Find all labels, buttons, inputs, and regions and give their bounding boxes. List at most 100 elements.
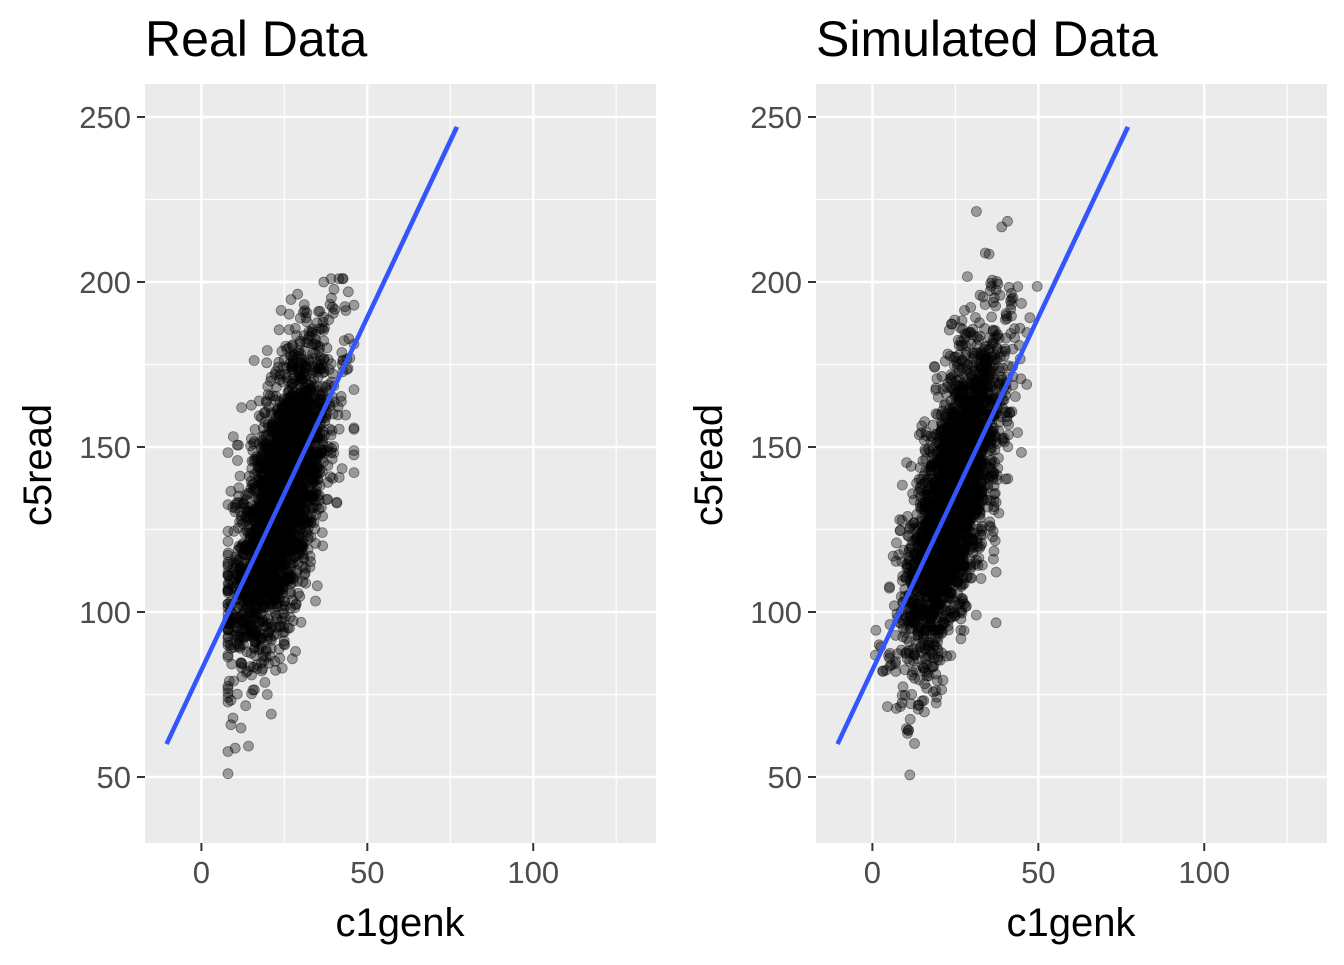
data-point xyxy=(992,475,1002,485)
data-point xyxy=(262,358,272,368)
data-point xyxy=(280,539,290,549)
data-point xyxy=(971,610,981,620)
data-point xyxy=(334,424,344,434)
data-point xyxy=(316,502,326,512)
data-point xyxy=(288,616,298,626)
data-point xyxy=(971,313,981,323)
data-point xyxy=(300,383,310,393)
y-tick-label: 50 xyxy=(97,760,131,795)
data-point xyxy=(319,448,329,458)
data-point xyxy=(291,599,301,609)
data-point xyxy=(279,444,289,454)
data-point xyxy=(230,552,240,562)
data-point xyxy=(246,476,256,486)
data-point xyxy=(317,528,327,538)
data-point xyxy=(233,456,243,466)
data-point xyxy=(326,274,336,284)
data-point xyxy=(274,357,284,367)
data-point xyxy=(333,410,343,420)
data-point xyxy=(259,485,269,495)
y-tick-label: 250 xyxy=(750,100,802,135)
data-point xyxy=(344,334,354,344)
data-point xyxy=(336,391,346,401)
data-point xyxy=(871,625,881,635)
data-point xyxy=(236,723,246,733)
data-point xyxy=(261,396,271,406)
data-point xyxy=(315,306,325,316)
data-point xyxy=(297,544,307,554)
data-point xyxy=(349,446,359,456)
data-point xyxy=(343,287,353,297)
data-point xyxy=(230,507,240,517)
data-point xyxy=(229,642,239,652)
data-point xyxy=(991,567,1001,577)
data-point xyxy=(226,486,236,496)
data-point xyxy=(263,631,273,641)
y-tick-label: 150 xyxy=(750,430,802,465)
data-point xyxy=(931,383,941,393)
data-point xyxy=(932,374,942,384)
data-point xyxy=(349,423,359,433)
data-point xyxy=(318,541,328,551)
data-point xyxy=(232,440,242,450)
data-point xyxy=(340,302,350,312)
data-point xyxy=(275,653,285,663)
data-point xyxy=(234,632,244,642)
data-point xyxy=(249,439,259,449)
data-point xyxy=(291,646,301,656)
data-point xyxy=(312,480,322,490)
data-point xyxy=(905,714,915,724)
x-tick-label: 50 xyxy=(1021,855,1055,890)
data-point xyxy=(293,492,303,502)
x-tick-label: 50 xyxy=(350,855,384,890)
data-point xyxy=(256,413,266,423)
x-tick-label: 100 xyxy=(1178,855,1230,890)
data-point xyxy=(311,334,321,344)
data-point xyxy=(226,720,236,730)
data-point xyxy=(233,523,243,533)
data-point xyxy=(265,588,275,598)
data-point xyxy=(984,249,994,259)
y-tick-label: 50 xyxy=(768,760,802,795)
data-point xyxy=(290,323,300,333)
data-point xyxy=(1022,379,1032,389)
data-point xyxy=(242,596,252,606)
data-point xyxy=(989,546,999,556)
data-point xyxy=(223,684,233,694)
data-point xyxy=(285,513,295,523)
data-point xyxy=(332,497,342,507)
data-point xyxy=(266,709,276,719)
data-point xyxy=(249,536,259,546)
data-point xyxy=(975,290,985,300)
data-point xyxy=(260,677,270,687)
data-point xyxy=(249,662,259,672)
data-point xyxy=(968,548,978,558)
y-tick-label: 100 xyxy=(79,595,131,630)
plot-background xyxy=(816,84,1327,843)
data-point xyxy=(244,614,254,624)
data-point xyxy=(310,363,320,373)
data-point xyxy=(284,309,294,319)
data-point xyxy=(313,372,323,382)
data-point xyxy=(311,596,321,606)
data-point xyxy=(278,562,288,572)
data-point xyxy=(971,207,981,217)
data-point xyxy=(933,410,943,420)
data-point xyxy=(349,385,359,395)
data-point xyxy=(261,505,271,515)
data-point xyxy=(1001,309,1011,319)
data-point xyxy=(223,697,233,707)
data-point xyxy=(278,377,288,387)
data-point xyxy=(223,769,233,779)
data-point xyxy=(962,272,972,282)
data-point xyxy=(977,560,987,570)
data-point xyxy=(281,424,291,434)
data-point xyxy=(907,689,917,699)
data-point xyxy=(932,692,942,702)
data-point xyxy=(897,480,907,490)
data-point xyxy=(301,515,311,525)
data-point xyxy=(223,448,233,458)
data-point xyxy=(264,658,274,668)
data-point xyxy=(957,316,967,326)
data-point xyxy=(908,600,918,610)
